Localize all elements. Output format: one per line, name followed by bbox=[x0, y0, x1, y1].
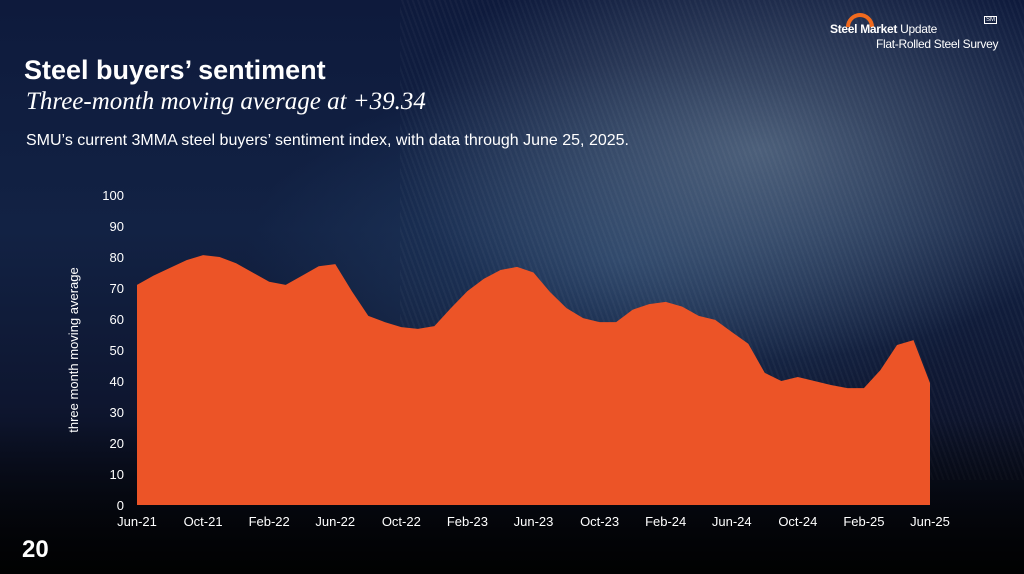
y-tick-label: 30 bbox=[110, 405, 124, 420]
page-subtitle: Three-month moving average at +39.34 bbox=[26, 88, 426, 115]
y-tick-label: 60 bbox=[110, 312, 124, 327]
y-axis-label: three month moving average bbox=[66, 267, 81, 432]
page-number: 20 bbox=[22, 536, 49, 563]
y-tick-label: 20 bbox=[110, 436, 124, 451]
x-tick-label: Jun-25 bbox=[910, 514, 950, 529]
y-tick-label: 70 bbox=[110, 281, 124, 296]
y-tick-label: 50 bbox=[110, 343, 124, 358]
x-tick-label: Oct-22 bbox=[382, 514, 421, 529]
x-tick-label: Feb-23 bbox=[447, 514, 488, 529]
y-tick-label: 10 bbox=[110, 467, 124, 482]
sentiment-area bbox=[137, 255, 930, 505]
y-tick-label: 80 bbox=[110, 250, 124, 265]
y-tick-label: 0 bbox=[117, 498, 124, 513]
x-tick-label: Jun-21 bbox=[117, 514, 157, 529]
logo-mark: SM bbox=[984, 16, 997, 24]
y-tick-label: 40 bbox=[110, 374, 124, 389]
logo-line1: Steel Market Update bbox=[830, 22, 938, 36]
x-tick-label: Jun-24 bbox=[712, 514, 752, 529]
chart-description: SMU’s current 3MMA steel buyers’ sentime… bbox=[26, 132, 629, 149]
page-title: Steel buyers’ sentiment bbox=[24, 55, 326, 85]
smu-logo: Steel Market Update Flat-Rolled Steel Su… bbox=[830, 7, 1020, 56]
x-tick-label: Oct-21 bbox=[184, 514, 223, 529]
y-tick-label: 90 bbox=[110, 219, 124, 234]
x-tick-label: Feb-24 bbox=[645, 514, 686, 529]
x-tick-label: Oct-24 bbox=[778, 514, 817, 529]
logo-line2: Flat-Rolled Steel Survey bbox=[876, 37, 999, 51]
y-tick-label: 100 bbox=[102, 188, 124, 203]
x-tick-label: Feb-22 bbox=[249, 514, 290, 529]
x-tick-label: Jun-23 bbox=[514, 514, 554, 529]
x-tick-label: Jun-22 bbox=[315, 514, 355, 529]
x-tick-label: Feb-25 bbox=[843, 514, 884, 529]
x-tick-label: Oct-23 bbox=[580, 514, 619, 529]
